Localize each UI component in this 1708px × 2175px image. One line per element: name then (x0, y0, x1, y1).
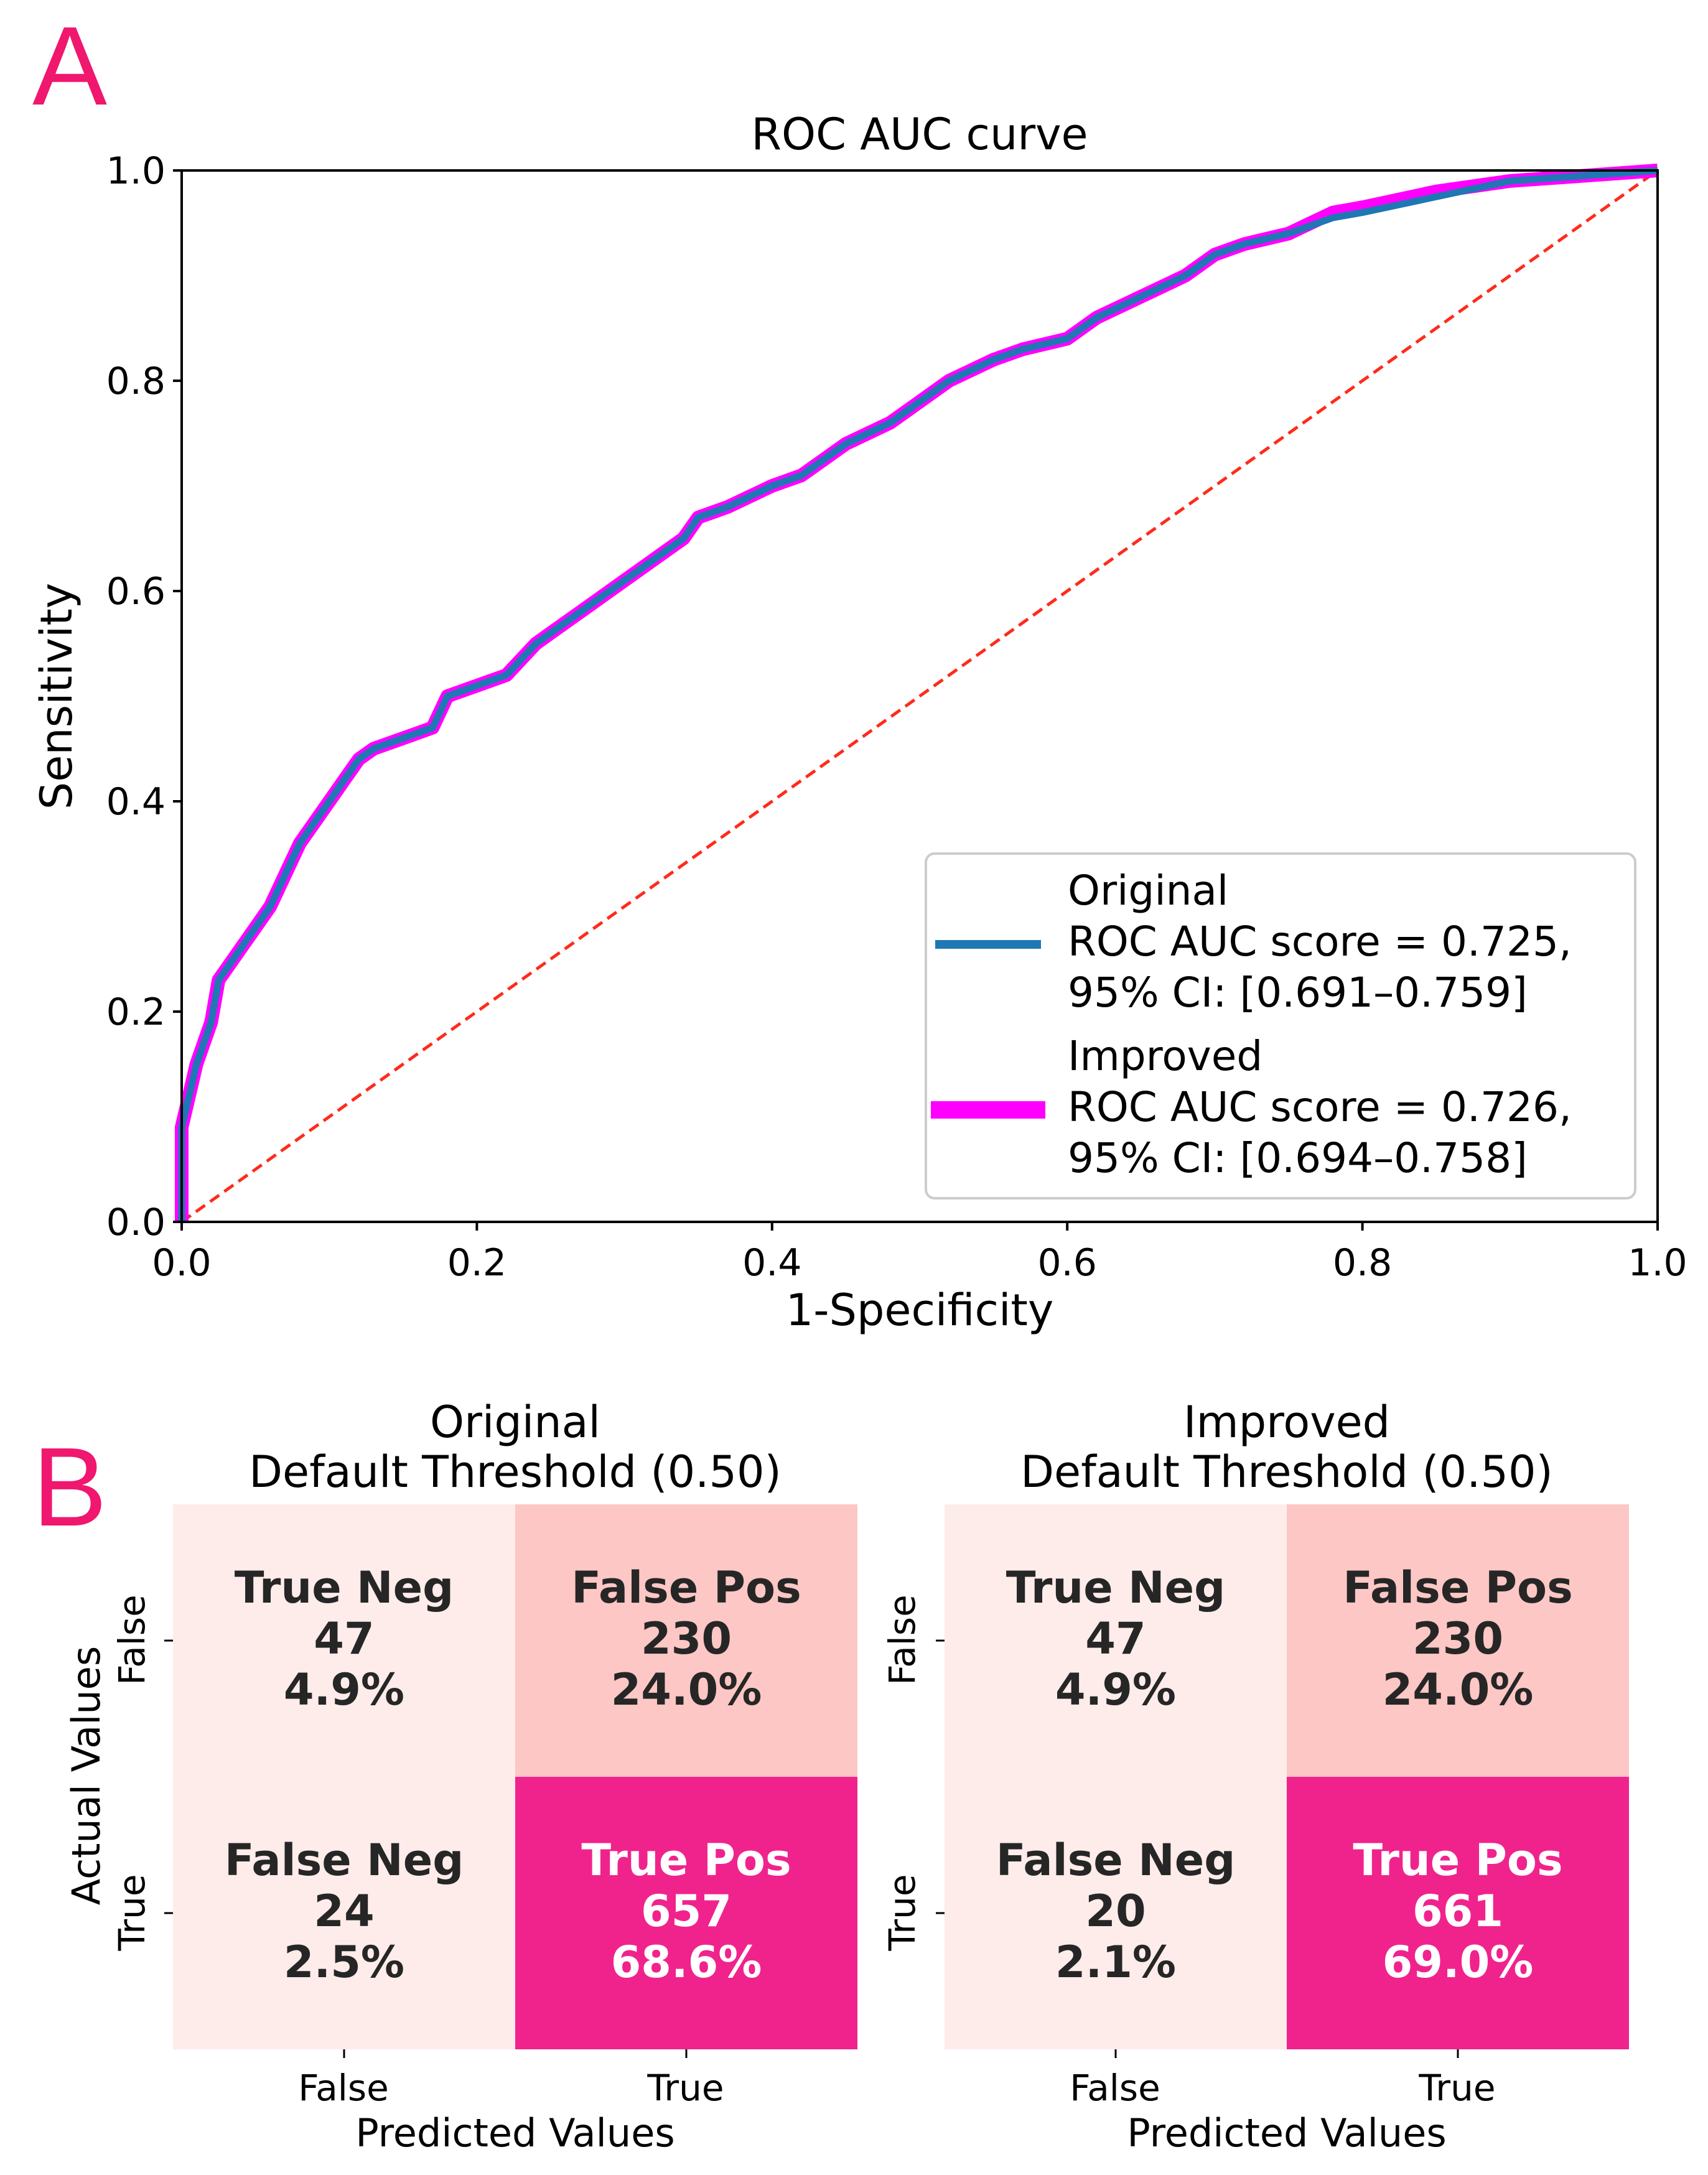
cm-improved-title-line2: Default Threshold (0.50) (1020, 1446, 1553, 1497)
panel-letter-b: B (32, 1425, 107, 1550)
legend-improved-auc: ROC AUC score = 0.726, (1068, 1083, 1572, 1131)
roc-x-axis-label: 1-Specificity (786, 1285, 1054, 1336)
panel-letter-a: A (32, 4, 107, 129)
cm-original-xtick-true-text: True (646, 2067, 724, 2109)
roc-y-axis-label: Sensitivity (31, 583, 82, 809)
cm-cell-true-neg (173, 1504, 515, 1777)
cm-cell-count: 47 (314, 1613, 374, 1664)
cm-cell-true-neg (945, 1504, 1287, 1777)
cm-cell-label: True Pos (581, 1835, 791, 1886)
cm-cell-count: 230 (641, 1613, 732, 1664)
roc-legend-box (925, 852, 1636, 1199)
cm-cell-count: 47 (1085, 1613, 1146, 1664)
cm-improved-ytick-false-text: False (881, 1595, 923, 1685)
cm-cell-label: False Pos (1343, 1562, 1573, 1613)
cm-cell-label: False Neg (225, 1835, 464, 1886)
roc-ytick-label: 0.8 (106, 360, 166, 403)
cm-cell-percent: 2.5% (284, 1937, 404, 1988)
cm-original-ytick-true-text: True (111, 1874, 153, 1951)
cm-cell-count: 230 (1412, 1613, 1503, 1664)
roc-title: ROC AUC curve (751, 109, 1088, 160)
cm-original-ytick-false-text: False (111, 1595, 153, 1685)
cm-cell-percent: 69.0% (1383, 1937, 1534, 1988)
roc-y-ticks: 0.0 0.2 0.4 0.6 0.8 1.0 (106, 149, 182, 1244)
cm-cell-count: 24 (314, 1886, 374, 1937)
confusion-matrix-improved: Improved Default Threshold (0.50) True N… (881, 1397, 1629, 2156)
cm-original-y-axis-label: Actual Values (63, 1646, 109, 1906)
roc-xtick-label: 0.8 (1333, 1241, 1392, 1285)
cm-cell-label: False Pos (571, 1562, 801, 1613)
cm-cell-label: True Neg (1006, 1562, 1225, 1613)
cm-cell-percent: 68.6% (611, 1937, 762, 1988)
legend-original-ci: 95% CI: [0.691–0.759] (1068, 969, 1528, 1017)
roc-x-ticks: 0.0 0.2 0.4 0.6 0.8 1.0 (152, 1222, 1687, 1285)
cm-original-title-line2: Default Threshold (0.50) (249, 1446, 782, 1497)
roc-axes-frame (180, 169, 1659, 1223)
roc-legend: Original ROC AUC score = 0.725, 95% CI: … (925, 852, 1636, 1199)
roc-series-original (178, 167, 1658, 1222)
cm-cell-percent: 24.0% (1383, 1664, 1534, 1715)
roc-ytick-label: 0.4 (106, 780, 166, 824)
roc-xtick-label: 0.0 (152, 1241, 211, 1285)
cm-cell-percent: 24.0% (611, 1664, 762, 1715)
roc-ytick-label: 0.2 (106, 990, 166, 1034)
cm-original-title-line1: Original (430, 1397, 600, 1448)
cm-cell-label: True Neg (235, 1562, 454, 1613)
roc-xtick-label: 1.0 (1628, 1241, 1687, 1285)
cm-improved-title-line1: Improved (1183, 1397, 1390, 1448)
cm-cell-percent: 2.1% (1055, 1937, 1176, 1988)
cm-cell-true-pos (1287, 1777, 1629, 2049)
roc-ytick-label: 1.0 (106, 149, 166, 193)
cm-cell-false-pos (515, 1504, 857, 1777)
cm-cell-percent: 4.9% (284, 1664, 404, 1715)
legend-improved-ci: 95% CI: [0.694–0.758] (1068, 1134, 1528, 1182)
roc-plot-area (175, 164, 1659, 1224)
legend-improved-name: Improved (1068, 1032, 1262, 1080)
cm-cell-false-neg (945, 1777, 1287, 2049)
cm-cell-true-pos (515, 1777, 857, 2049)
cm-cell-count: 661 (1412, 1886, 1503, 1937)
cm-improved-x-axis-label: Predicted Values (1127, 2110, 1446, 2156)
roc-chart: ROC AUC curve 0.0 0.2 0.4 0.6 0.8 1.0 0.00.20… (31, 109, 1687, 1336)
legend-original-auc: ROC AUC score = 0.725, (1068, 918, 1572, 966)
legend-original-name: Original (1068, 867, 1228, 915)
cm-cell-percent: 4.9% (1055, 1664, 1176, 1715)
cm-cell-false-pos (1287, 1504, 1629, 1777)
roc-ytick-label: 0.0 (106, 1201, 166, 1244)
cm-original-x-axis-label: Predicted Values (355, 2110, 674, 2156)
confusion-matrix-original: Original Default Threshold (0.50) True N… (63, 1397, 857, 2156)
cm-improved-xtick-true-text: True (1418, 2067, 1495, 2109)
cm-improved-ytick-true-text: True (881, 1874, 923, 1951)
cm-cell-label: True Pos (1353, 1835, 1562, 1886)
cm-cell-label: False Neg (996, 1835, 1236, 1886)
roc-xtick-label: 0.2 (447, 1241, 506, 1285)
cm-cell-count: 657 (641, 1886, 732, 1937)
roc-ytick-label: 0.6 (106, 570, 166, 613)
cm-cell-count: 20 (1085, 1886, 1146, 1937)
roc-xtick-label: 0.4 (742, 1241, 801, 1285)
cm-improved-xtick-false-text: False (1070, 2067, 1160, 2109)
cm-cell-false-neg (173, 1777, 515, 2049)
roc-series-chance (180, 169, 1659, 1224)
roc-xtick-label: 0.6 (1037, 1241, 1096, 1285)
cm-original-xtick-false-text: False (298, 2067, 389, 2109)
